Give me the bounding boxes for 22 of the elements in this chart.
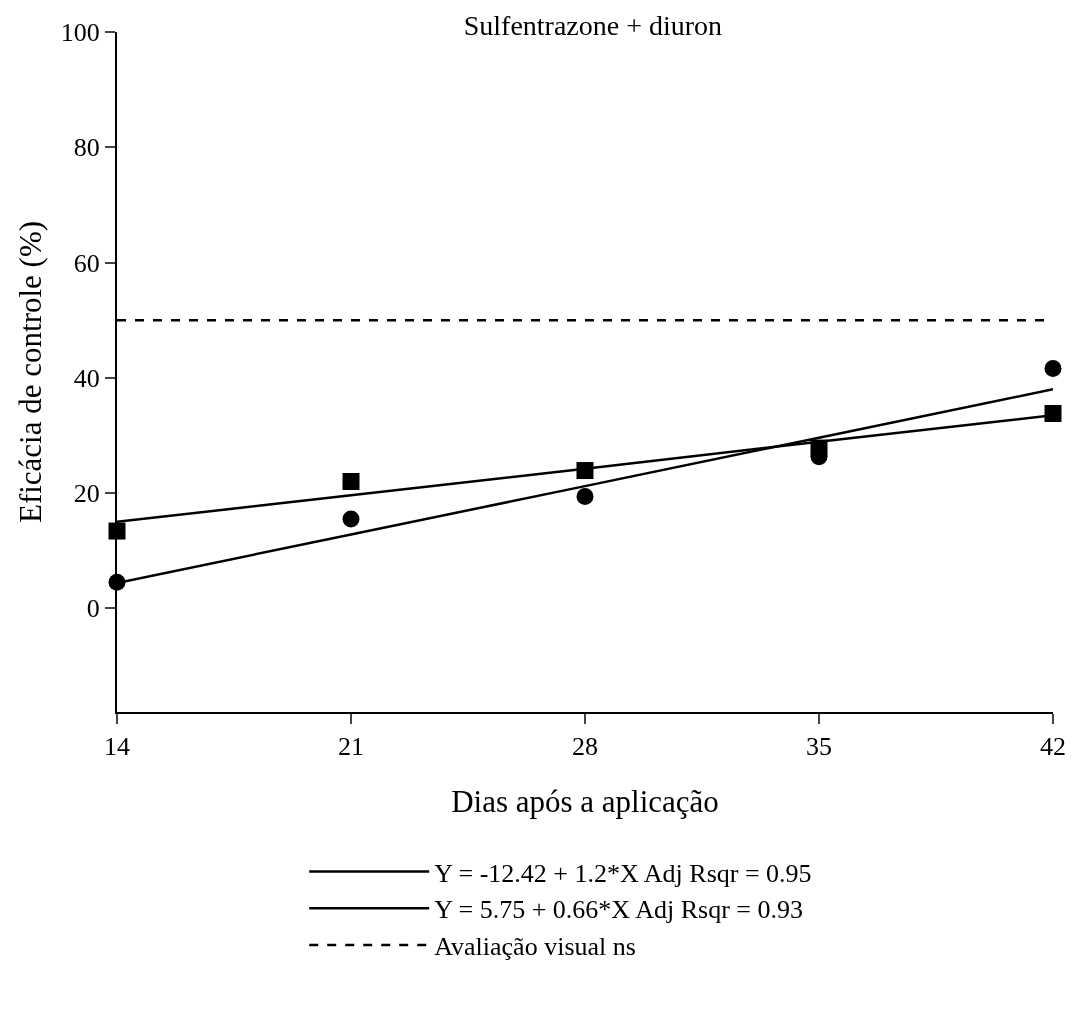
chart-title: Sulfentrazone + diuron bbox=[463, 10, 723, 42]
point bbox=[1044, 404, 1062, 422]
y-tick-label: 100 bbox=[60, 18, 100, 48]
y-tick-label: 60 bbox=[73, 248, 100, 278]
x-tick-label: 28 bbox=[572, 732, 598, 762]
y-tick-label: 40 bbox=[73, 363, 100, 393]
y-tick-label: 20 bbox=[73, 479, 100, 509]
x-tick-label: 14 bbox=[104, 732, 130, 762]
point bbox=[342, 510, 360, 528]
point bbox=[576, 487, 594, 505]
point bbox=[1044, 360, 1062, 378]
y-tick-label: 80 bbox=[73, 133, 100, 163]
x-tick-label: 35 bbox=[806, 732, 832, 762]
x-tick-label: 42 bbox=[1040, 732, 1066, 762]
legend-label: Avaliação visual ns bbox=[434, 932, 636, 962]
point bbox=[342, 472, 360, 490]
y-tick-label: 0 bbox=[86, 594, 100, 624]
legend-label: Y = 5.75 + 0.66*X Adj Rsqr = 0.93 bbox=[434, 895, 803, 925]
legend-label: Y = -12.42 + 1.2*X Adj Rsqr = 0.95 bbox=[434, 858, 812, 888]
x-tick-label: 21 bbox=[338, 732, 364, 762]
x-axis-title: Dias após a aplicação bbox=[451, 783, 719, 819]
y-axis-title: Eficácia de controle (%) bbox=[12, 220, 48, 524]
